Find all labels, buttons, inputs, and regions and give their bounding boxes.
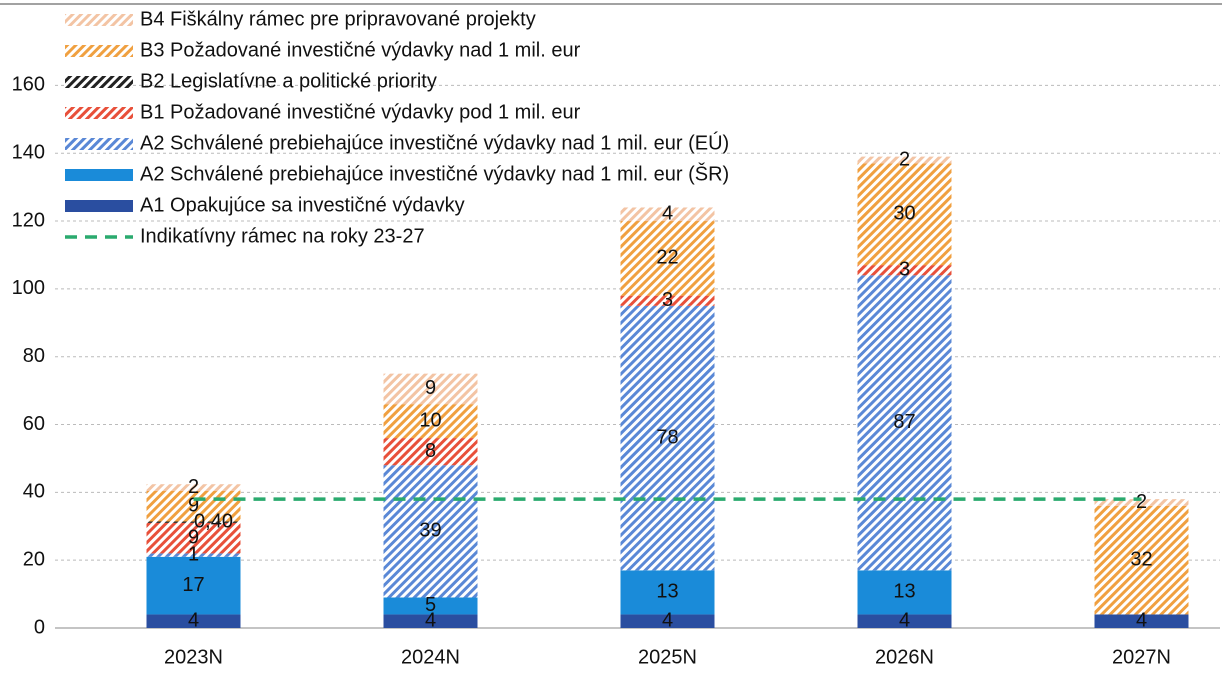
x-tick-label: 2027N [1112,646,1171,668]
legend-swatch [65,14,133,26]
data-label: 4 [662,203,673,225]
bar-segment [383,597,478,615]
y-tick-label: 60 [23,413,45,435]
legend-label: Indikatívny rámec na roky 23-27 [140,225,425,247]
data-label: 2 [1136,491,1147,513]
data-label: 5 [425,594,436,616]
data-label: 4 [899,609,910,631]
y-tick-label: 100 [12,277,45,299]
legend-label: A2 Schválené prebiehajúce investičné výd… [140,131,729,154]
data-label: 9 [425,377,436,399]
bar-segment [857,570,952,615]
bar-segment [146,614,241,628]
bar-segment [146,521,241,523]
bar-segment [857,275,952,571]
legend-label: A2 Schválené prebiehajúce investičné výd… [140,162,729,185]
legend-swatch [65,45,133,57]
data-label: 10 [419,409,441,431]
data-label: 3 [899,258,910,280]
bar-segment [620,614,715,628]
legend-label: B3 Požadované investičné výdavky nad 1 m… [140,39,581,61]
data-label: 4 [188,609,199,631]
bar-segment [1094,614,1189,628]
y-tick-label: 80 [23,345,45,367]
bar-segment [857,614,952,628]
legend-label: B2 Legislatívne a politické priority [140,70,437,92]
bar-segment [383,614,478,628]
bar-segment [857,163,952,266]
bar-segment [383,465,478,598]
data-label: 78 [656,426,678,448]
bar-segment [620,305,715,571]
bar-segment [146,484,241,491]
data-label: 4 [662,609,673,631]
bar-segment [383,373,478,405]
y-tick-label: 0 [34,616,45,638]
data-label: 17 [182,574,204,596]
data-label: 13 [656,581,678,603]
bar-segment [857,156,952,164]
x-tick-label: 2026N [875,646,934,668]
legend-swatch [65,200,133,212]
y-tick-label: 20 [23,548,45,570]
legend-label: B1 Požadované investičné výdavky pod 1 m… [140,101,581,123]
data-label: 3 [662,289,673,311]
x-tick-label: 2024N [401,646,460,668]
y-tick-label: 40 [23,481,45,503]
data-label: 8 [425,440,436,462]
legend-swatch [65,107,133,119]
data-label: 1 [188,543,199,565]
x-tick-label: 2023N [164,646,223,668]
x-tick-label: 2025N [638,646,697,668]
bar-segment [146,553,241,557]
legend-swatch [65,169,133,181]
bar-segment [620,570,715,615]
data-label: 30 [893,203,915,225]
y-tick-label: 120 [12,209,45,231]
legend-label: A1 Opakujúce sa investičné výdavky [140,194,465,216]
data-label: 32 [1130,548,1152,570]
legend-label: B4 Fiškálny rámec pre pripravované proje… [140,8,536,30]
data-label: 39 [419,520,441,542]
data-label: 4 [425,609,436,631]
bar-segment [383,404,478,439]
bar-segment [620,207,715,222]
bar-segment [1094,505,1189,615]
data-label: 2 [188,476,199,498]
bar-segment [620,221,715,296]
y-tick-label: 160 [12,74,45,96]
bar-segment [146,522,241,554]
legend: B4 Fiškálny rámec pre pripravované proje… [65,8,729,247]
bar-segment [383,438,478,466]
bar-segment [146,490,241,522]
data-label: 13 [893,581,915,603]
bar-segment [146,556,241,615]
data-label: 87 [893,411,915,433]
legend-swatch [65,76,133,88]
data-label: 0,40 [194,510,233,532]
bar-segment [620,295,715,306]
legend-swatch [65,138,133,150]
data-label: 4 [1136,609,1147,631]
y-tick-label: 140 [12,141,45,163]
data-label: 9 [188,495,199,517]
data-label: 2 [899,148,910,170]
bar-segment [857,265,952,276]
bar-segment [1094,499,1189,506]
data-label: 22 [656,247,678,269]
data-label: 9 [188,526,199,548]
